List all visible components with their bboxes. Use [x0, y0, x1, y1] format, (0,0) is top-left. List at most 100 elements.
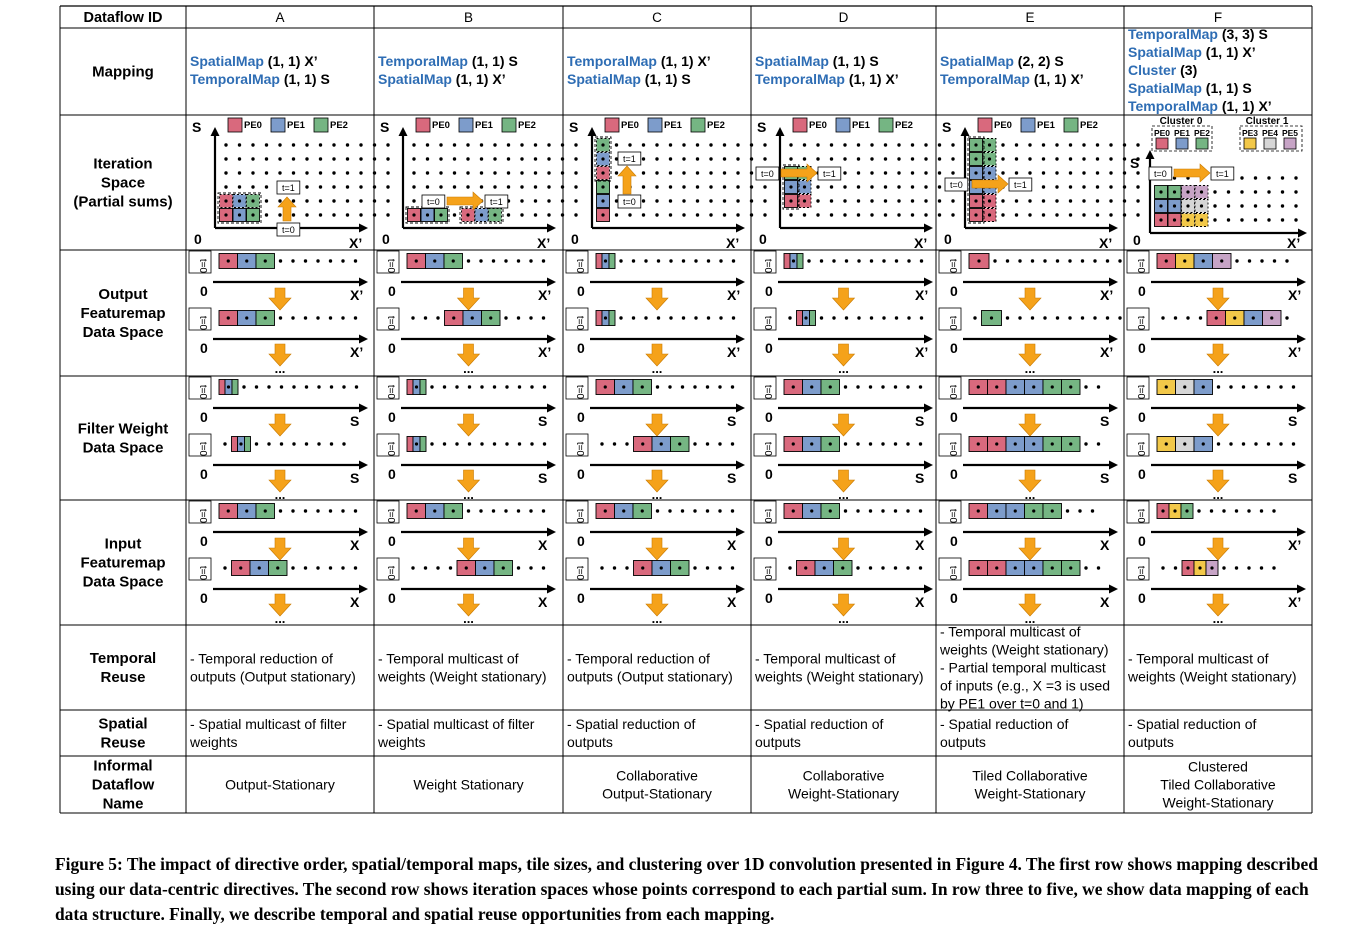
data-axis-label: S [538, 413, 547, 429]
data-axis-head [1109, 277, 1118, 287]
time-arrow [831, 537, 856, 561]
output-data-dot [341, 259, 345, 263]
iteration-point [789, 157, 793, 161]
output-data-dot [291, 259, 295, 263]
dataflow-name-text: Tiled Collaborative [972, 768, 1088, 784]
input-data-dot [328, 509, 333, 513]
time-step-label-box [376, 250, 400, 274]
data-axis-head [736, 527, 745, 537]
iteration-point [1122, 143, 1127, 147]
iteration-point [1014, 199, 1019, 203]
input-data-dot [1259, 509, 1264, 513]
iteration-point [749, 143, 754, 147]
input-data-dot [856, 566, 860, 570]
time-arrow [1206, 413, 1230, 437]
filter-data-dot [655, 385, 660, 389]
iteration-point [278, 213, 282, 217]
input-data-dot [541, 509, 546, 513]
row-label-output-featuremap: Data Space [83, 324, 164, 341]
input-data-cell-dot [1161, 509, 1165, 513]
directive-keyword: SpatialMap [190, 53, 264, 69]
ellipsis: ... [1025, 487, 1036, 502]
output-data-cell [595, 310, 603, 326]
iteration-point [829, 213, 834, 217]
iteration-point [452, 157, 457, 161]
output-data-dot [541, 316, 546, 320]
input-data-cell-dot [995, 566, 999, 570]
iteration-point [628, 143, 632, 147]
iteration-point [479, 185, 484, 189]
input-data-dot [893, 509, 898, 513]
iteration-point [695, 185, 700, 189]
output-data-cell-dot [791, 259, 796, 263]
input-data-dot [1161, 566, 1165, 570]
directive-params: (1, 1) S [641, 71, 691, 87]
output-data-dot [436, 316, 440, 320]
time-step-label-text: t=0 [385, 385, 396, 400]
spatial-reuse-text: - Spatial reduction of [755, 716, 884, 732]
iteration-point [951, 157, 955, 161]
iteration-point [614, 199, 619, 203]
iteration-point [1095, 185, 1100, 189]
iteration-cell-dot [601, 171, 605, 175]
output-data-cell-dot [603, 259, 608, 263]
iteration-point [264, 143, 269, 147]
mapping-directive: SpatialMap (1, 1) X’ [378, 71, 506, 87]
time-step-label-text: t=0 [574, 385, 585, 400]
iteration-point [655, 143, 659, 147]
filter-data-cell-dot [1050, 442, 1054, 446]
iteration-point [749, 185, 754, 189]
input-data-dot [1209, 509, 1214, 513]
iteration-point [1136, 213, 1140, 217]
iteration-point [1122, 199, 1127, 203]
iteration-point [641, 213, 646, 217]
iteration-point [1001, 171, 1005, 175]
data-axis-label: S [350, 413, 359, 429]
iteration-point [937, 185, 942, 189]
filter-data-dot [1229, 442, 1233, 446]
iteration-point [547, 171, 551, 175]
legend-swatch-pe1 [270, 117, 286, 133]
output-data-dot [1080, 259, 1085, 263]
time-step-label-text: t=0 [385, 566, 396, 581]
mapping-directive: TemporalMap (1, 1) S [190, 71, 330, 87]
ellipsis: ... [463, 487, 474, 502]
caption-label: Figure 5: [55, 854, 123, 874]
output-data-dot [1093, 259, 1097, 263]
filter-data-cell [244, 436, 251, 452]
iteration-point [1082, 157, 1086, 161]
iteration-point [493, 185, 497, 189]
iteration-point [439, 157, 443, 161]
filter-data-dot [254, 385, 259, 389]
filter-data-dot [267, 385, 271, 389]
iter-time-arrow [277, 196, 297, 222]
time-arrow [268, 469, 292, 493]
iteration-point [749, 213, 754, 217]
iteration-point [520, 157, 524, 161]
time-step-label-text: t=0 [574, 442, 585, 457]
output-data-dot [1161, 316, 1165, 320]
time-step-label-box [938, 376, 962, 400]
output-data-dot [1018, 259, 1022, 263]
iteration-cell-dot [251, 199, 255, 203]
iteration-point [897, 157, 901, 161]
row-label-dataflow-name: Name [103, 796, 144, 813]
iteration-point [695, 213, 700, 217]
output-data-dot [541, 259, 546, 263]
iteration-point [1068, 143, 1073, 147]
data-axis-head [359, 460, 368, 470]
input-data-dot [1272, 566, 1276, 570]
legend-label-pe0: PE0 [621, 120, 639, 131]
input-data-dot [843, 509, 848, 513]
legend-swatch-pe0 [227, 117, 243, 133]
data-origin-label: 0 [950, 283, 958, 299]
output-data-dot [479, 259, 483, 263]
iteration-point [1041, 171, 1046, 175]
iteration-point [452, 185, 457, 189]
legend-label-pe0: PE0 [809, 120, 827, 131]
input-data-dot [1173, 566, 1178, 570]
data-origin-label: 0 [765, 283, 773, 299]
time-arrow [645, 469, 669, 493]
time-step-label-text: t=0 [762, 509, 773, 524]
data-origin-label: 0 [950, 340, 958, 356]
